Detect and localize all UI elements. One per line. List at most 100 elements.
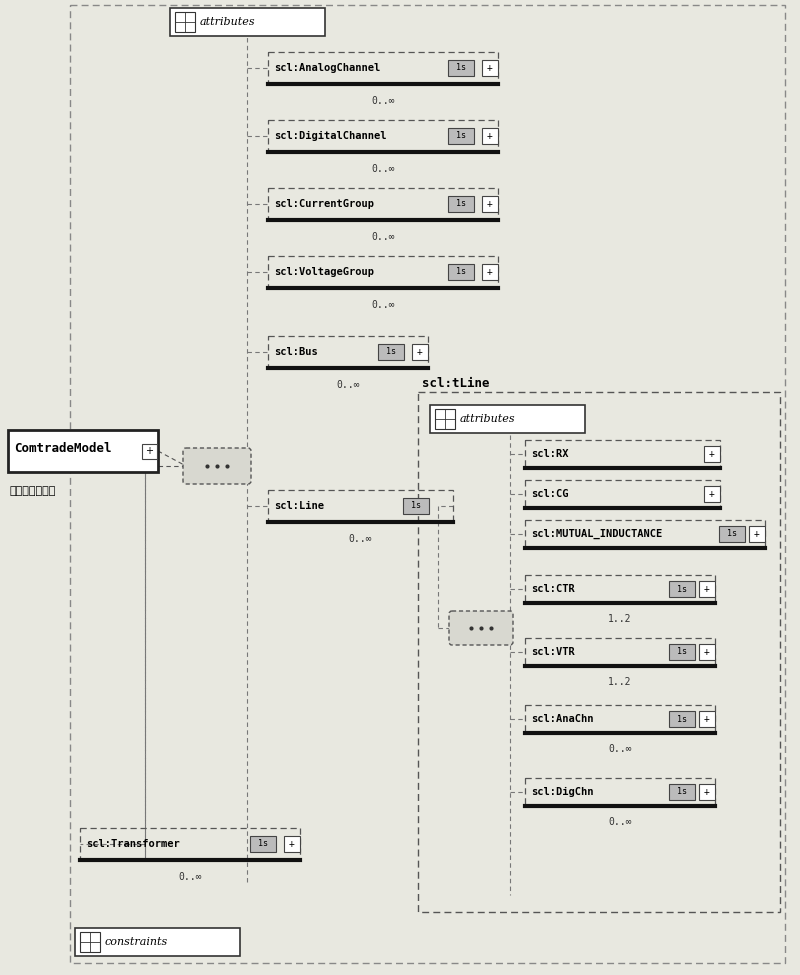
Text: +: +	[417, 347, 423, 357]
Bar	[435, 409, 455, 429]
Text: +: +	[487, 131, 493, 141]
Bar	[250, 836, 276, 852]
Bar	[378, 344, 404, 360]
Bar	[80, 932, 100, 952]
Text: +: +	[704, 647, 710, 657]
Text: 1s: 1s	[677, 584, 687, 594]
Bar	[70, 5, 785, 963]
Text: scl:VoltageGroup: scl:VoltageGroup	[274, 267, 374, 277]
Text: 0..∞: 0..∞	[349, 534, 372, 544]
Text: +: +	[289, 839, 295, 849]
Text: ComtradeModel: ComtradeModel	[14, 442, 111, 454]
Text: 1..2: 1..2	[608, 614, 632, 624]
Bar	[482, 60, 498, 76]
Text: +: +	[704, 584, 710, 594]
Bar	[699, 644, 715, 660]
Bar	[482, 196, 498, 212]
Text: 1s: 1s	[677, 715, 687, 723]
Bar	[268, 490, 453, 522]
Text: +: +	[487, 267, 493, 277]
Bar	[749, 526, 765, 542]
Bar	[268, 336, 428, 368]
Bar	[482, 264, 498, 280]
Bar	[699, 711, 715, 727]
Text: 0..∞: 0..∞	[371, 232, 394, 242]
Text: scl:CG: scl:CG	[531, 489, 569, 499]
Text: 1s: 1s	[258, 839, 268, 848]
Text: scl:AnaChn: scl:AnaChn	[531, 714, 594, 724]
Bar	[412, 344, 428, 360]
Text: +: +	[754, 529, 760, 539]
Bar	[525, 778, 715, 806]
Text: 0..∞: 0..∞	[371, 164, 394, 174]
Bar	[75, 928, 240, 956]
Bar	[699, 581, 715, 597]
FancyBboxPatch shape	[449, 611, 513, 645]
Bar	[448, 128, 474, 144]
FancyBboxPatch shape	[183, 448, 251, 484]
Bar	[704, 446, 720, 462]
Bar	[8, 430, 158, 472]
Text: 1s: 1s	[727, 529, 737, 538]
Bar	[719, 526, 745, 542]
Text: 0..∞: 0..∞	[371, 300, 394, 310]
Bar	[669, 784, 695, 800]
Text: constraints: constraints	[105, 937, 168, 947]
Text: scl:VTR: scl:VTR	[531, 647, 574, 657]
Text: +: +	[487, 199, 493, 209]
Text: +: +	[704, 714, 710, 724]
Text: scl:Transformer: scl:Transformer	[86, 839, 180, 849]
Bar	[403, 498, 429, 514]
Text: 0..∞: 0..∞	[371, 96, 394, 106]
Text: scl:Bus: scl:Bus	[274, 347, 318, 357]
Bar	[525, 480, 720, 508]
Bar	[525, 520, 765, 548]
Bar	[268, 52, 498, 84]
Text: scl:DigitalChannel: scl:DigitalChannel	[274, 131, 386, 141]
Bar	[268, 120, 498, 152]
Bar	[448, 264, 474, 280]
Bar	[142, 444, 157, 458]
Text: scl:DigChn: scl:DigChn	[531, 787, 594, 797]
Text: 0..∞: 0..∞	[608, 744, 632, 754]
Text: 1s: 1s	[456, 267, 466, 277]
Text: +: +	[146, 446, 154, 456]
Text: scl:AnalogChannel: scl:AnalogChannel	[274, 63, 380, 73]
Bar	[170, 8, 325, 36]
Text: 1s: 1s	[456, 63, 466, 72]
Text: +: +	[709, 489, 715, 499]
Text: attributes: attributes	[200, 17, 256, 27]
Bar	[525, 575, 715, 603]
Text: scl:MUTUAL_INDUCTANCE: scl:MUTUAL_INDUCTANCE	[531, 528, 662, 539]
Text: scl:CurrentGroup: scl:CurrentGroup	[274, 199, 374, 209]
Text: 1s: 1s	[456, 200, 466, 209]
Bar	[482, 128, 498, 144]
Text: attributes: attributes	[460, 414, 516, 424]
Bar	[669, 644, 695, 660]
Text: scl:RX: scl:RX	[531, 449, 569, 459]
Bar	[669, 581, 695, 597]
Bar	[448, 196, 474, 212]
Bar	[704, 486, 720, 502]
Bar	[430, 405, 585, 433]
Text: scl:CTR: scl:CTR	[531, 584, 574, 594]
Bar	[418, 392, 780, 912]
Text: 0..∞: 0..∞	[608, 817, 632, 827]
Bar	[699, 784, 715, 800]
Bar	[268, 256, 498, 288]
Text: +: +	[709, 449, 715, 459]
Bar	[525, 440, 720, 468]
Bar	[284, 836, 300, 852]
Bar	[525, 705, 715, 733]
Text: scl:Line: scl:Line	[274, 501, 324, 511]
Text: +: +	[487, 63, 493, 73]
Bar	[175, 12, 195, 32]
Text: 0..∞: 0..∞	[178, 872, 202, 882]
Bar	[448, 60, 474, 76]
Text: 1..2: 1..2	[608, 677, 632, 687]
Text: 0..∞: 0..∞	[336, 380, 360, 390]
Text: 录波模型根元素: 录波模型根元素	[10, 486, 56, 496]
Text: scl:tLine: scl:tLine	[422, 377, 490, 390]
Text: 1s: 1s	[677, 788, 687, 797]
Bar	[268, 188, 498, 220]
